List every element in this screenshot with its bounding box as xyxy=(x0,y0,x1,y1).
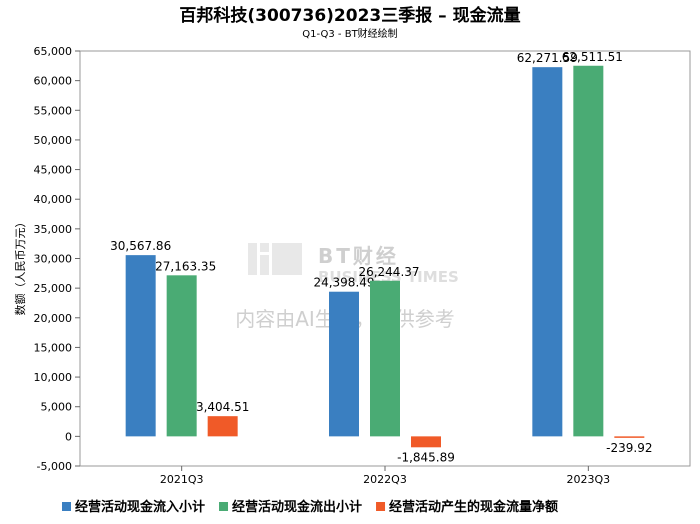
y-axis-label: 数额（人民币万元） xyxy=(14,217,27,316)
x-tick-label: 2022Q3 xyxy=(363,473,407,486)
y-tick-label: 15,000 xyxy=(34,341,73,354)
data-label: 26,244.37 xyxy=(358,265,419,279)
legend-swatch xyxy=(219,502,229,511)
y-tick-label: 10,000 xyxy=(34,371,73,384)
y-tick-label: 0 xyxy=(65,430,72,443)
x-tick-label: 2021Q3 xyxy=(160,473,204,486)
y-tick-label: 20,000 xyxy=(34,312,73,325)
bar xyxy=(207,416,238,437)
y-tick-label: 40,000 xyxy=(34,193,73,206)
bar xyxy=(329,291,359,437)
x-tick-label: 2023Q3 xyxy=(567,473,611,486)
legend-label: 经营活动产生的现金流量净额 xyxy=(389,499,558,515)
bt-logo-watermark xyxy=(248,243,302,275)
chart-subtitle: Q1-Q3 - BT财经绘制 xyxy=(302,27,397,40)
bar xyxy=(573,65,604,437)
data-label: 30,567.86 xyxy=(110,239,171,253)
legend-label: 经营活动现金流出小计 xyxy=(232,499,362,515)
legend-label: 经营活动现金流入小计 xyxy=(75,499,205,515)
legend-swatch xyxy=(376,502,386,511)
legend: 经营活动现金流入小计 经营活动现金流出小计 经营活动产生的现金流量净额 xyxy=(62,499,558,515)
data-label: -239.92 xyxy=(606,441,652,455)
y-tick-label: 65,000 xyxy=(34,45,73,58)
legend-swatch xyxy=(62,502,71,511)
bar xyxy=(614,436,645,438)
data-label: 24,398.49 xyxy=(313,276,374,290)
data-label: 62,511.51 xyxy=(562,50,623,64)
y-tick-label: 35,000 xyxy=(34,223,73,236)
data-label: -1,845.89 xyxy=(397,450,455,464)
bar xyxy=(125,255,156,437)
data-label: 62,271.59 xyxy=(517,51,578,65)
plot-area: -5,000 0 5,000 10,000 15,000 20,000 25,000 30,0… xyxy=(34,45,691,486)
data-label: 27,163.35 xyxy=(155,259,216,273)
watermark-logo-subtext: BUSINESS TIMES xyxy=(318,268,459,286)
y-tick-label: 25,000 xyxy=(34,282,73,295)
y-tick-label: 30,000 xyxy=(34,253,73,266)
data-label: 3,404.51 xyxy=(196,400,249,414)
y-tick-label: -5,000 xyxy=(37,460,72,473)
y-tick-label: 55,000 xyxy=(34,104,73,117)
y-tick-label: 45,000 xyxy=(34,164,73,177)
y-tick-label: 50,000 xyxy=(34,134,73,147)
chart-title: 百邦科技(300736)2023三季报 – 现金流量 xyxy=(179,5,520,26)
bar xyxy=(370,280,400,437)
bar xyxy=(411,436,441,448)
y-tick-label: 60,000 xyxy=(34,75,73,88)
bar xyxy=(166,275,197,437)
y-tick-label: 5,000 xyxy=(41,401,73,414)
watermark-logo-text: BT财经 xyxy=(318,244,399,268)
bar xyxy=(532,67,563,437)
